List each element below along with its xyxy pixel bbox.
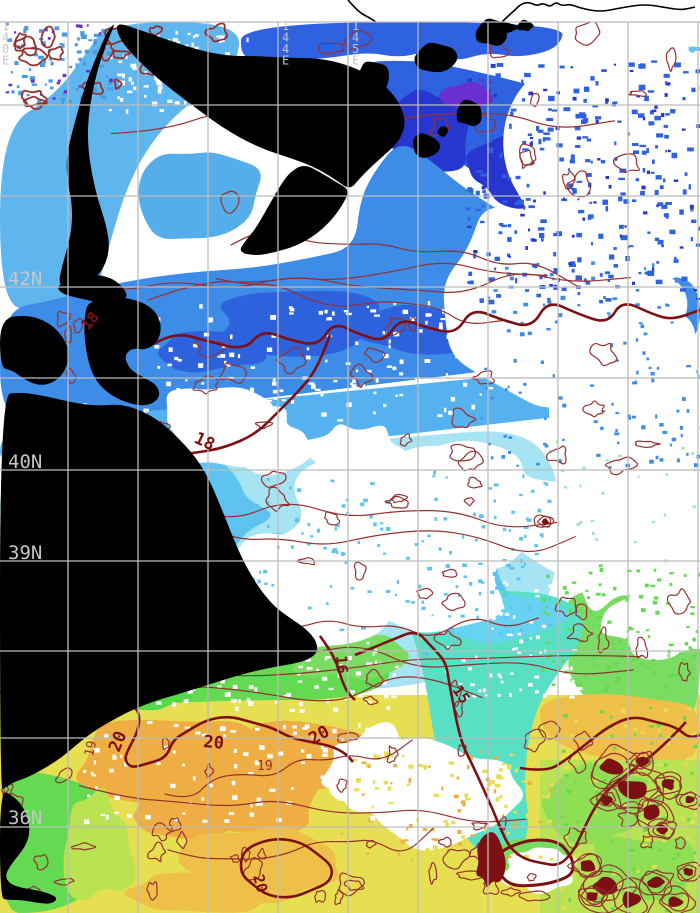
isotherm-label: 20 xyxy=(203,732,225,754)
isotherm-label: 16 xyxy=(332,655,352,675)
latitude-label: 40N xyxy=(8,451,42,473)
graticule xyxy=(0,21,700,913)
latitude-label: 42N xyxy=(8,268,42,290)
top-white-band xyxy=(0,0,700,22)
latitude-label: 39N xyxy=(8,542,42,564)
isotherm-label: 19 xyxy=(82,739,100,757)
latitude-label: 36N xyxy=(8,807,42,829)
isotherm-label: 19 xyxy=(257,759,273,774)
coastline-outline xyxy=(347,0,696,25)
isotherm-label: 20 xyxy=(249,872,271,894)
